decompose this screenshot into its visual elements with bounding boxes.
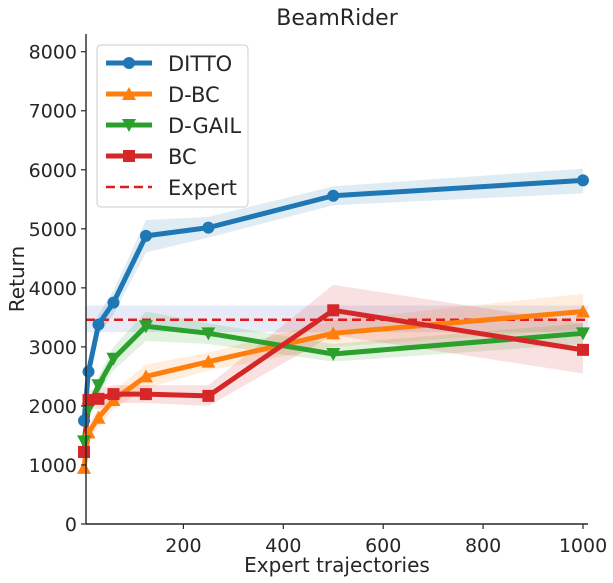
point-ditto-30 xyxy=(92,318,105,331)
y-tick-label-6000: 6000 xyxy=(29,160,77,182)
point-bc-125 xyxy=(139,388,152,401)
point-ditto-125 xyxy=(139,229,152,242)
legend-label-expert: Expert xyxy=(168,176,237,200)
band-ditto xyxy=(84,168,584,433)
line-ditto xyxy=(81,177,586,424)
x-tick-label-400: 400 xyxy=(265,535,301,557)
y-tick-label-7000: 7000 xyxy=(29,101,77,123)
point-ditto-250 xyxy=(202,221,215,234)
point-bc-500 xyxy=(327,304,340,317)
point-ditto-10 xyxy=(82,365,95,378)
point-d-bc-1 xyxy=(77,460,92,474)
point-bc-250 xyxy=(202,389,215,402)
point-ditto-1000 xyxy=(577,174,590,187)
point-d-bc-1000 xyxy=(576,304,591,318)
axes: 0 1000 2000 3000 4000 5000 6000 7000 8000 200 400 6… xyxy=(29,34,607,557)
point-d-bc-125 xyxy=(138,369,153,383)
point-ditto-60 xyxy=(107,296,120,309)
legend-label-ditto: DITTO xyxy=(168,52,232,76)
point-d-gail-250 xyxy=(201,327,216,341)
point-bc-60 xyxy=(107,388,120,401)
point-d-gail-500 xyxy=(326,347,341,361)
point-d-gail-30 xyxy=(91,379,106,393)
y-tick-label-1000: 1000 xyxy=(29,455,77,477)
x-tick-label-600: 600 xyxy=(365,535,401,557)
x-tick-label-200: 200 xyxy=(165,535,201,557)
point-d-bc-10 xyxy=(81,425,96,439)
point-d-bc-500 xyxy=(326,326,341,340)
y-tick-label-4000: 4000 xyxy=(29,278,77,300)
point-bc-30 xyxy=(92,392,105,405)
legend-marker-d-gail xyxy=(122,119,136,132)
legend-box xyxy=(96,44,249,208)
legend-marker-bc xyxy=(123,150,135,162)
legend: DITTO D-BC D-GAIL BC Expert xyxy=(96,44,249,208)
y-tick-label-0: 0 xyxy=(65,514,77,536)
y-tick-label-2000: 2000 xyxy=(29,396,77,418)
point-d-gail-60 xyxy=(106,352,121,366)
y-tick-label-8000: 8000 xyxy=(29,42,77,64)
legend-label-bc: BC xyxy=(168,145,197,169)
y-tick-label-3000: 3000 xyxy=(29,337,77,359)
point-d-gail-1 xyxy=(77,435,92,449)
chart-title: BeamRider xyxy=(276,6,398,31)
x-axis-title: Expert trajectories xyxy=(244,553,430,577)
y-axis-title: Return xyxy=(5,246,29,312)
legend-marker-d-bc xyxy=(122,87,136,100)
point-ditto-500 xyxy=(327,189,340,202)
x-tick-label-1000: 1000 xyxy=(559,535,607,557)
point-bc-1000 xyxy=(577,343,590,356)
point-d-bc-250 xyxy=(201,354,216,368)
point-ditto-1 xyxy=(78,414,91,427)
x-tick-label-800: 800 xyxy=(465,535,501,557)
legend-label-d-bc: D-BC xyxy=(168,83,220,107)
point-d-gail-125 xyxy=(138,320,153,334)
band-d-gail xyxy=(84,311,584,451)
legend-marker-ditto xyxy=(123,57,135,69)
legend-label-d-gail: D-GAIL xyxy=(168,114,241,138)
confidence-bands xyxy=(84,168,588,474)
point-bc-1 xyxy=(78,445,91,458)
y-tick-label-5000: 5000 xyxy=(29,219,77,241)
point-d-bc-30 xyxy=(91,410,106,424)
point-d-gail-1000 xyxy=(576,327,591,341)
series-markers xyxy=(77,174,591,474)
